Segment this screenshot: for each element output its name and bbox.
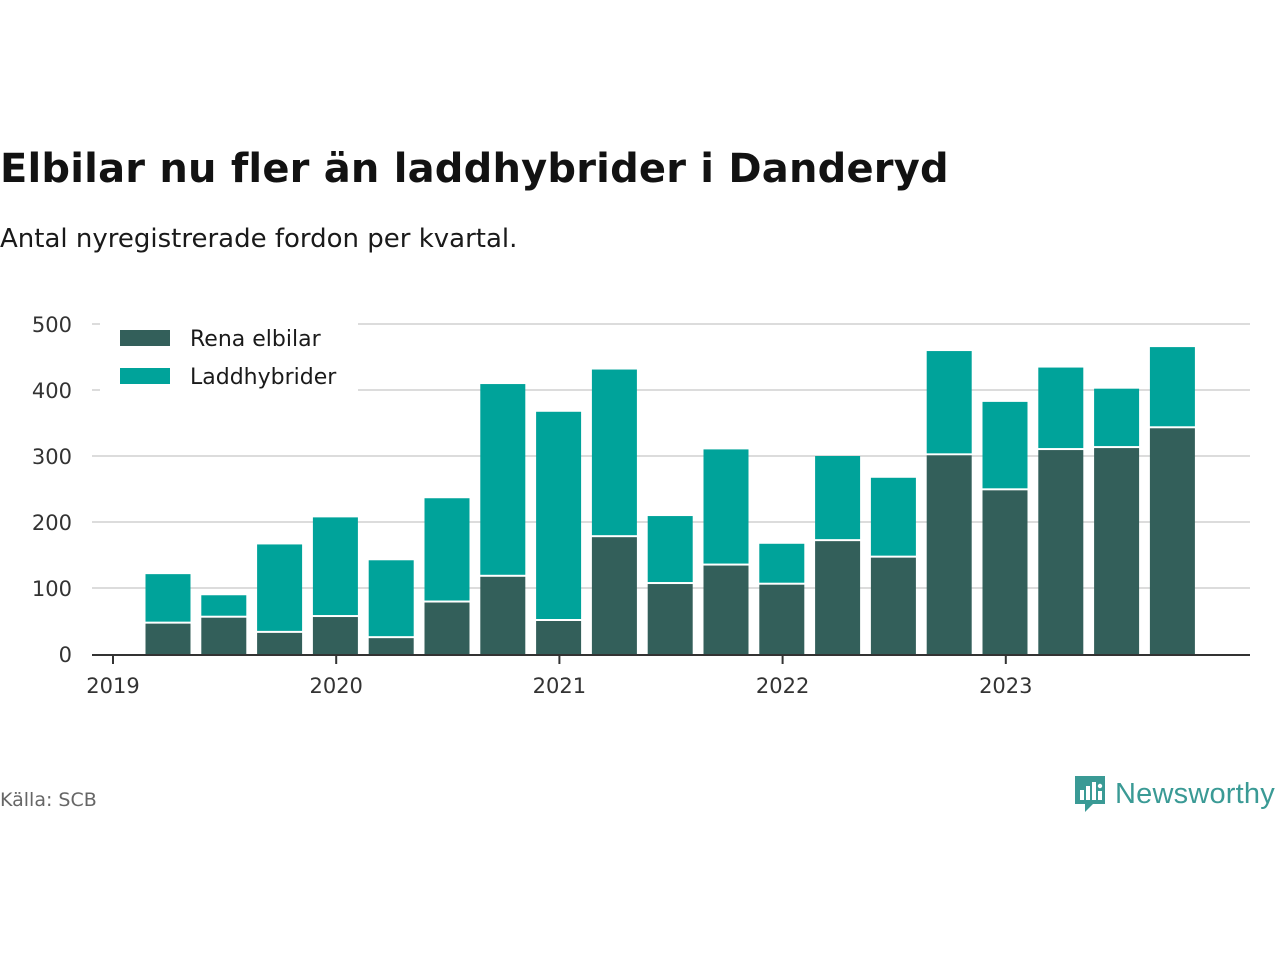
source-note: Källa: SCB — [0, 789, 97, 811]
x-tick-label: 2023 — [979, 674, 1032, 698]
bar-rena-elbilar — [591, 537, 637, 654]
bar-laddhybrider — [536, 411, 582, 619]
bar-laddhybrider — [982, 401, 1028, 489]
bar-laddhybrider — [703, 449, 749, 564]
y-tick-label: 400 — [32, 379, 72, 403]
x-tick-label: 2022 — [756, 674, 809, 698]
bar-rena-elbilar — [480, 576, 526, 654]
x-tick-label: 2019 — [86, 674, 139, 698]
bar-rena-elbilar — [424, 602, 470, 654]
x-tick-label: 2021 — [533, 674, 586, 698]
bar-laddhybrider — [1149, 347, 1195, 427]
bar-laddhybrider — [647, 516, 693, 583]
bar-laddhybrider — [870, 477, 916, 556]
x-tick-label: 2020 — [309, 674, 362, 698]
y-tick-label: 300 — [32, 445, 72, 469]
bar-rena-elbilar — [368, 638, 414, 654]
bar-rena-elbilar — [982, 490, 1028, 654]
legend-label: Rena elbilar — [190, 327, 322, 352]
bar-rena-elbilar — [1149, 428, 1195, 654]
bar-rena-elbilar — [1094, 448, 1140, 654]
bar-rena-elbilar — [759, 584, 805, 654]
stacked-bar-chart: 0 100 200 300 400 500 2019 2020 2021 2022 2023 Rena… — [32, 313, 1250, 698]
bar-rena-elbilar — [201, 617, 247, 654]
newsworthy-logo-icon — [1075, 776, 1105, 812]
bar-laddhybrider — [312, 517, 358, 616]
bar-laddhybrider — [926, 351, 972, 454]
bar-rena-elbilar — [647, 584, 693, 654]
bar-laddhybrider — [759, 543, 805, 583]
bar-rena-elbilar — [703, 565, 749, 654]
bar-laddhybrider — [591, 369, 637, 536]
bar-rena-elbilar — [257, 632, 303, 654]
bar-laddhybrider — [368, 560, 414, 637]
y-tick-label: 200 — [32, 511, 72, 535]
y-tick-label: 0 — [59, 643, 72, 667]
bar-rena-elbilar — [926, 455, 972, 654]
bar-laddhybrider — [145, 574, 191, 622]
bar-laddhybrider — [815, 456, 861, 540]
bar-rena-elbilar — [145, 623, 191, 654]
bar-laddhybrider — [480, 384, 526, 575]
bar-rena-elbilar — [312, 617, 358, 654]
bar-rena-elbilar — [536, 621, 582, 654]
bar-laddhybrider — [201, 595, 247, 616]
legend-swatch — [120, 330, 170, 346]
bar-laddhybrider — [424, 498, 470, 601]
bar-laddhybrider — [1094, 388, 1140, 447]
chart-subtitle: Antal nyregistrerade fordon per kvartal. — [0, 224, 518, 254]
legend-label: Laddhybrider — [190, 365, 337, 390]
bar-laddhybrider — [257, 544, 303, 631]
brand-name: Newsworthy — [1115, 777, 1275, 810]
y-tick-label: 500 — [32, 313, 72, 337]
bar-rena-elbilar — [815, 541, 861, 654]
bar-laddhybrider — [1038, 367, 1084, 449]
y-tick-label: 100 — [32, 577, 72, 601]
bar-rena-elbilar — [870, 557, 916, 654]
newsworthy-logo: Newsworthy — [1073, 774, 1275, 814]
chart-title: Elbilar nu fler än laddhybrider i Dander… — [0, 146, 949, 192]
legend-swatch — [120, 368, 170, 384]
bar-rena-elbilar — [1038, 450, 1084, 654]
